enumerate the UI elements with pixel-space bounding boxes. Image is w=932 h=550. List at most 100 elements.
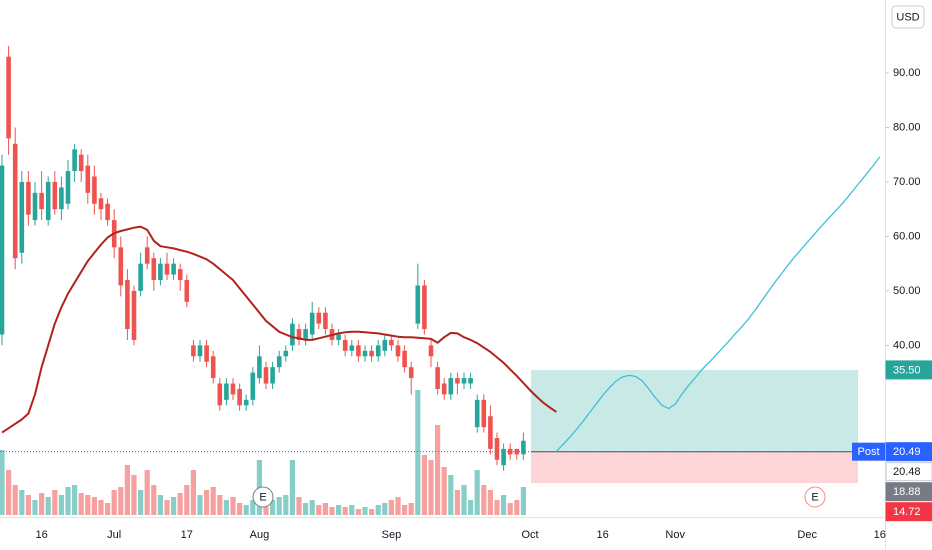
candle-body	[197, 345, 203, 357]
x-tick-label: Nov	[665, 529, 685, 541]
candle-body	[356, 345, 361, 357]
volume-bar	[118, 487, 124, 515]
candle-body	[98, 198, 104, 210]
volume-bar	[12, 485, 18, 515]
volume-bar	[78, 493, 84, 515]
volume-bar	[131, 475, 137, 515]
candle-body	[19, 181, 25, 253]
post-tag	[852, 442, 885, 461]
volume-bar	[32, 500, 38, 515]
candle-body	[422, 285, 427, 330]
volume-bar	[520, 487, 526, 515]
price-label: 20.49	[893, 446, 921, 458]
candle-body	[474, 399, 480, 428]
candle-body	[32, 192, 38, 221]
candle-body	[65, 171, 71, 204]
volume-bar	[197, 495, 203, 515]
candle-body	[72, 149, 77, 172]
forecast-line	[555, 156, 881, 453]
volume-bar	[237, 503, 243, 515]
volume-bar	[210, 487, 216, 515]
volume-bar	[177, 493, 183, 515]
volume-bar	[362, 507, 368, 515]
volume-bar	[382, 503, 388, 515]
candle-body	[323, 312, 328, 330]
candle-body	[263, 367, 269, 384]
volume-bar	[481, 485, 487, 515]
candle-body	[158, 263, 163, 281]
volume-bar	[243, 505, 249, 515]
candle-body	[309, 312, 315, 335]
event-marker[interactable]	[804, 486, 826, 508]
currency: USD	[896, 11, 919, 23]
candle-body	[164, 263, 170, 275]
volume-bar	[349, 505, 355, 515]
volume-bar	[428, 460, 434, 515]
target-zone	[531, 369, 858, 452]
volume-bar	[283, 495, 289, 515]
candle-body	[369, 350, 374, 357]
candle-body	[428, 345, 434, 357]
volume-bar	[124, 465, 130, 515]
volume-bar	[454, 490, 460, 515]
candle-body	[514, 448, 520, 455]
volume-bar	[408, 503, 414, 515]
candle-body	[257, 356, 262, 379]
candle-body	[448, 378, 454, 395]
volume-bar	[468, 500, 474, 515]
volume-bar	[369, 509, 375, 515]
candle-body	[362, 350, 368, 357]
volume-bar	[223, 500, 229, 515]
candle-body	[151, 258, 157, 281]
volume-bar	[58, 495, 64, 515]
candle-body	[468, 378, 473, 384]
price-label: 14.72	[893, 506, 921, 518]
volume-bar	[72, 485, 78, 515]
volume-bar	[514, 500, 520, 515]
candle-body	[26, 181, 31, 215]
candle-body	[336, 334, 341, 340]
volume-bar	[164, 500, 170, 515]
event-marker[interactable]	[252, 486, 274, 508]
candle-body	[455, 378, 460, 384]
event-label: E	[259, 491, 266, 503]
candle-body	[408, 367, 414, 379]
candle-body	[415, 285, 421, 324]
currency-box[interactable]	[891, 5, 925, 29]
price-label-box	[885, 482, 932, 502]
candle-body	[243, 399, 249, 406]
candle-body	[105, 203, 110, 221]
volume-bar	[204, 490, 210, 515]
candle-body	[250, 372, 256, 400]
y-tick-label: 80.00	[893, 121, 921, 133]
volume-bar	[355, 509, 361, 515]
volume-bar	[474, 470, 480, 515]
candle-body	[184, 280, 190, 302]
candle-body	[395, 345, 401, 357]
volume-bar	[144, 470, 150, 515]
x-tick-label: Sep	[382, 529, 402, 541]
volume-bar	[421, 455, 427, 515]
volume-bar	[52, 490, 58, 515]
volume-bar	[507, 503, 513, 515]
candle-body	[303, 329, 308, 340]
candle-body	[78, 154, 84, 172]
price-label-box	[885, 360, 932, 380]
volume-bar	[487, 490, 493, 515]
candle-body	[59, 187, 64, 210]
candle-body	[283, 350, 289, 357]
volume-bar	[217, 495, 223, 515]
volume-bar	[441, 467, 447, 515]
candle-body	[488, 416, 493, 449]
candle-body	[85, 165, 91, 193]
candle-body	[435, 367, 440, 389]
candle-body	[316, 312, 322, 324]
candle-body	[45, 181, 51, 221]
candle-body	[441, 383, 447, 395]
candle-body	[521, 440, 526, 455]
y-tick-label: 70.00	[893, 176, 921, 188]
candle-body	[224, 383, 229, 400]
post-tag-label: Post	[857, 446, 879, 458]
candle-body	[171, 263, 176, 275]
candle-body	[125, 280, 130, 330]
